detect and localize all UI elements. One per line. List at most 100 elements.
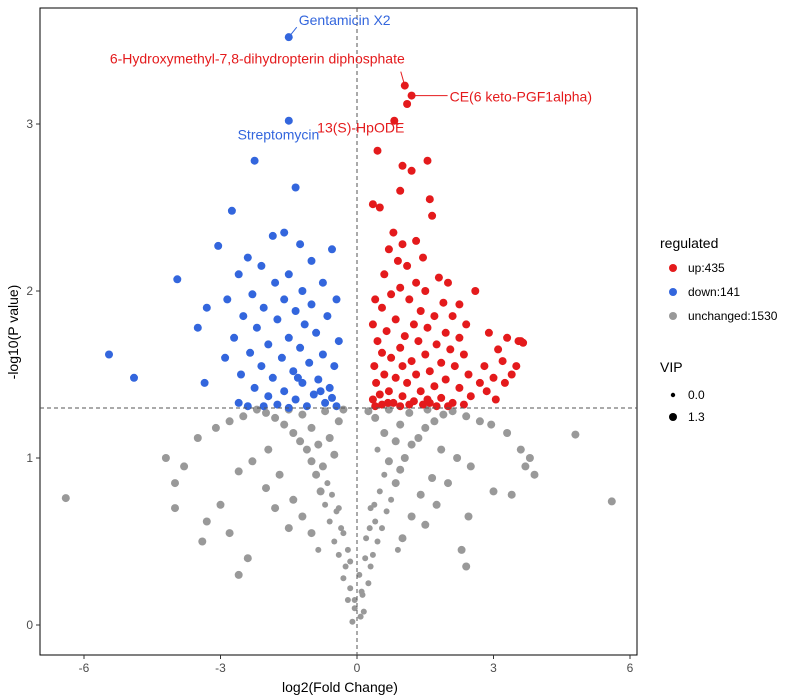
point-down-46 xyxy=(237,370,245,379)
annotations: Gentamicin X2 6-Hydroxymethyl-7,8-dihydro… xyxy=(110,12,592,142)
point-unchanged-15 xyxy=(374,538,381,545)
point-up-0 xyxy=(400,81,409,90)
point-up-6 xyxy=(398,161,407,170)
point-down-29 xyxy=(300,320,309,329)
point-unchanged-81 xyxy=(453,454,462,462)
point-up-14 xyxy=(412,236,421,245)
point-down-22 xyxy=(307,300,316,309)
point-unchanged-122 xyxy=(351,597,358,603)
point-unchanged-45 xyxy=(391,437,400,446)
point-up-67 xyxy=(430,382,439,391)
y-tick-label: 3 xyxy=(26,117,33,131)
point-unchanged-114 xyxy=(171,504,179,513)
point-down-58 xyxy=(321,398,330,407)
point-up-57 xyxy=(398,362,407,371)
point-up-40 xyxy=(423,323,432,332)
point-unchanged-47 xyxy=(414,434,423,442)
point-down-68 xyxy=(316,387,325,396)
legend-size-label: 0.0 xyxy=(688,388,705,402)
point-unchanged-8 xyxy=(340,575,347,582)
point-up-98 xyxy=(507,370,516,379)
legend-title-vip: VIP xyxy=(660,359,683,375)
point-down-14 xyxy=(234,270,243,279)
point-unchanged-26 xyxy=(329,491,335,498)
point-up-102 xyxy=(482,387,491,396)
point-down-21 xyxy=(223,295,232,304)
point-unchanged-113 xyxy=(457,545,466,554)
point-unchanged-69 xyxy=(364,407,373,416)
point-unchanged-106 xyxy=(171,479,179,488)
point-down-47 xyxy=(268,373,277,382)
point-up-22 xyxy=(396,283,405,292)
point-unchanged-56 xyxy=(271,413,280,422)
point-up-86 xyxy=(444,402,452,411)
point-unchanged-89 xyxy=(416,490,425,499)
point-up-16 xyxy=(384,245,393,254)
point-unchanged-120 xyxy=(234,570,243,579)
point-unchanged-16 xyxy=(331,538,338,545)
point-unchanged-14 xyxy=(344,546,351,553)
point-down-7 xyxy=(328,245,336,254)
annotation-leader-0 xyxy=(288,26,298,38)
point-up-91 xyxy=(494,345,503,354)
y-axis-title: -log10(P value) xyxy=(5,285,21,380)
point-up-68 xyxy=(455,383,464,392)
point-unchanged-52 xyxy=(280,420,289,429)
plot-panel xyxy=(39,7,638,656)
point-unchanged-55 xyxy=(430,417,439,426)
point-unchanged-73 xyxy=(475,417,484,426)
y-tick-label: 1 xyxy=(26,451,33,465)
point-unchanged-48 xyxy=(289,429,298,437)
data-points xyxy=(61,33,616,625)
annotation-label-4: 13(S)-HpODE xyxy=(317,120,404,136)
point-down-59 xyxy=(273,400,282,409)
point-up-85 xyxy=(371,402,380,411)
point-unchanged-17 xyxy=(363,535,370,542)
legend-title-regulated: regulated xyxy=(660,235,718,251)
x-tick-label: -3 xyxy=(215,661,226,675)
point-unchanged-111 xyxy=(507,490,516,499)
point-up-84 xyxy=(432,402,441,411)
point-up-19 xyxy=(403,261,412,270)
point-unchanged-129 xyxy=(371,501,378,508)
point-up-43 xyxy=(400,332,409,341)
point-up-61 xyxy=(412,370,421,379)
point-up-46 xyxy=(414,337,423,346)
legend-label: up:435 xyxy=(688,261,725,275)
point-down-6 xyxy=(214,241,223,250)
point-up-38 xyxy=(368,320,377,329)
annotation-label-1: 6-Hydroxymethyl-7,8-dihydropterin diphos… xyxy=(110,51,405,67)
point-up-15 xyxy=(398,240,407,249)
point-unchanged-95 xyxy=(421,520,430,529)
point-up-73 xyxy=(437,393,446,402)
point-unchanged-71 xyxy=(462,412,471,421)
point-unchanged-118 xyxy=(571,430,580,439)
point-down-13 xyxy=(318,278,327,287)
point-down-1 xyxy=(250,156,259,165)
point-up-41 xyxy=(382,327,391,336)
point-unchanged-54 xyxy=(334,417,343,426)
point-unchanged-78 xyxy=(264,445,273,454)
point-unchanged-117 xyxy=(607,497,616,506)
point-unchanged-51 xyxy=(421,423,430,432)
point-unchanged-1 xyxy=(357,613,364,620)
point-up-75 xyxy=(368,395,377,404)
point-unchanged-58 xyxy=(298,410,307,419)
point-down-28 xyxy=(202,303,211,312)
point-up-101 xyxy=(519,338,528,347)
point-unchanged-62 xyxy=(321,407,330,416)
point-unchanged-61 xyxy=(405,408,414,417)
point-down-62 xyxy=(332,402,341,411)
point-down-32 xyxy=(284,333,293,342)
point-down-2 xyxy=(291,183,300,192)
point-down-30 xyxy=(252,323,261,332)
annotation-leader-4 xyxy=(393,120,399,126)
point-unchanged-53 xyxy=(396,420,405,429)
point-unchanged-82 xyxy=(234,467,243,476)
point-up-39 xyxy=(462,320,471,329)
x-tick-label: -6 xyxy=(79,661,90,675)
point-unchanged-84 xyxy=(275,470,284,479)
point-up-7 xyxy=(407,166,416,175)
point-unchanged-75 xyxy=(487,420,496,429)
point-up-29 xyxy=(439,298,448,307)
